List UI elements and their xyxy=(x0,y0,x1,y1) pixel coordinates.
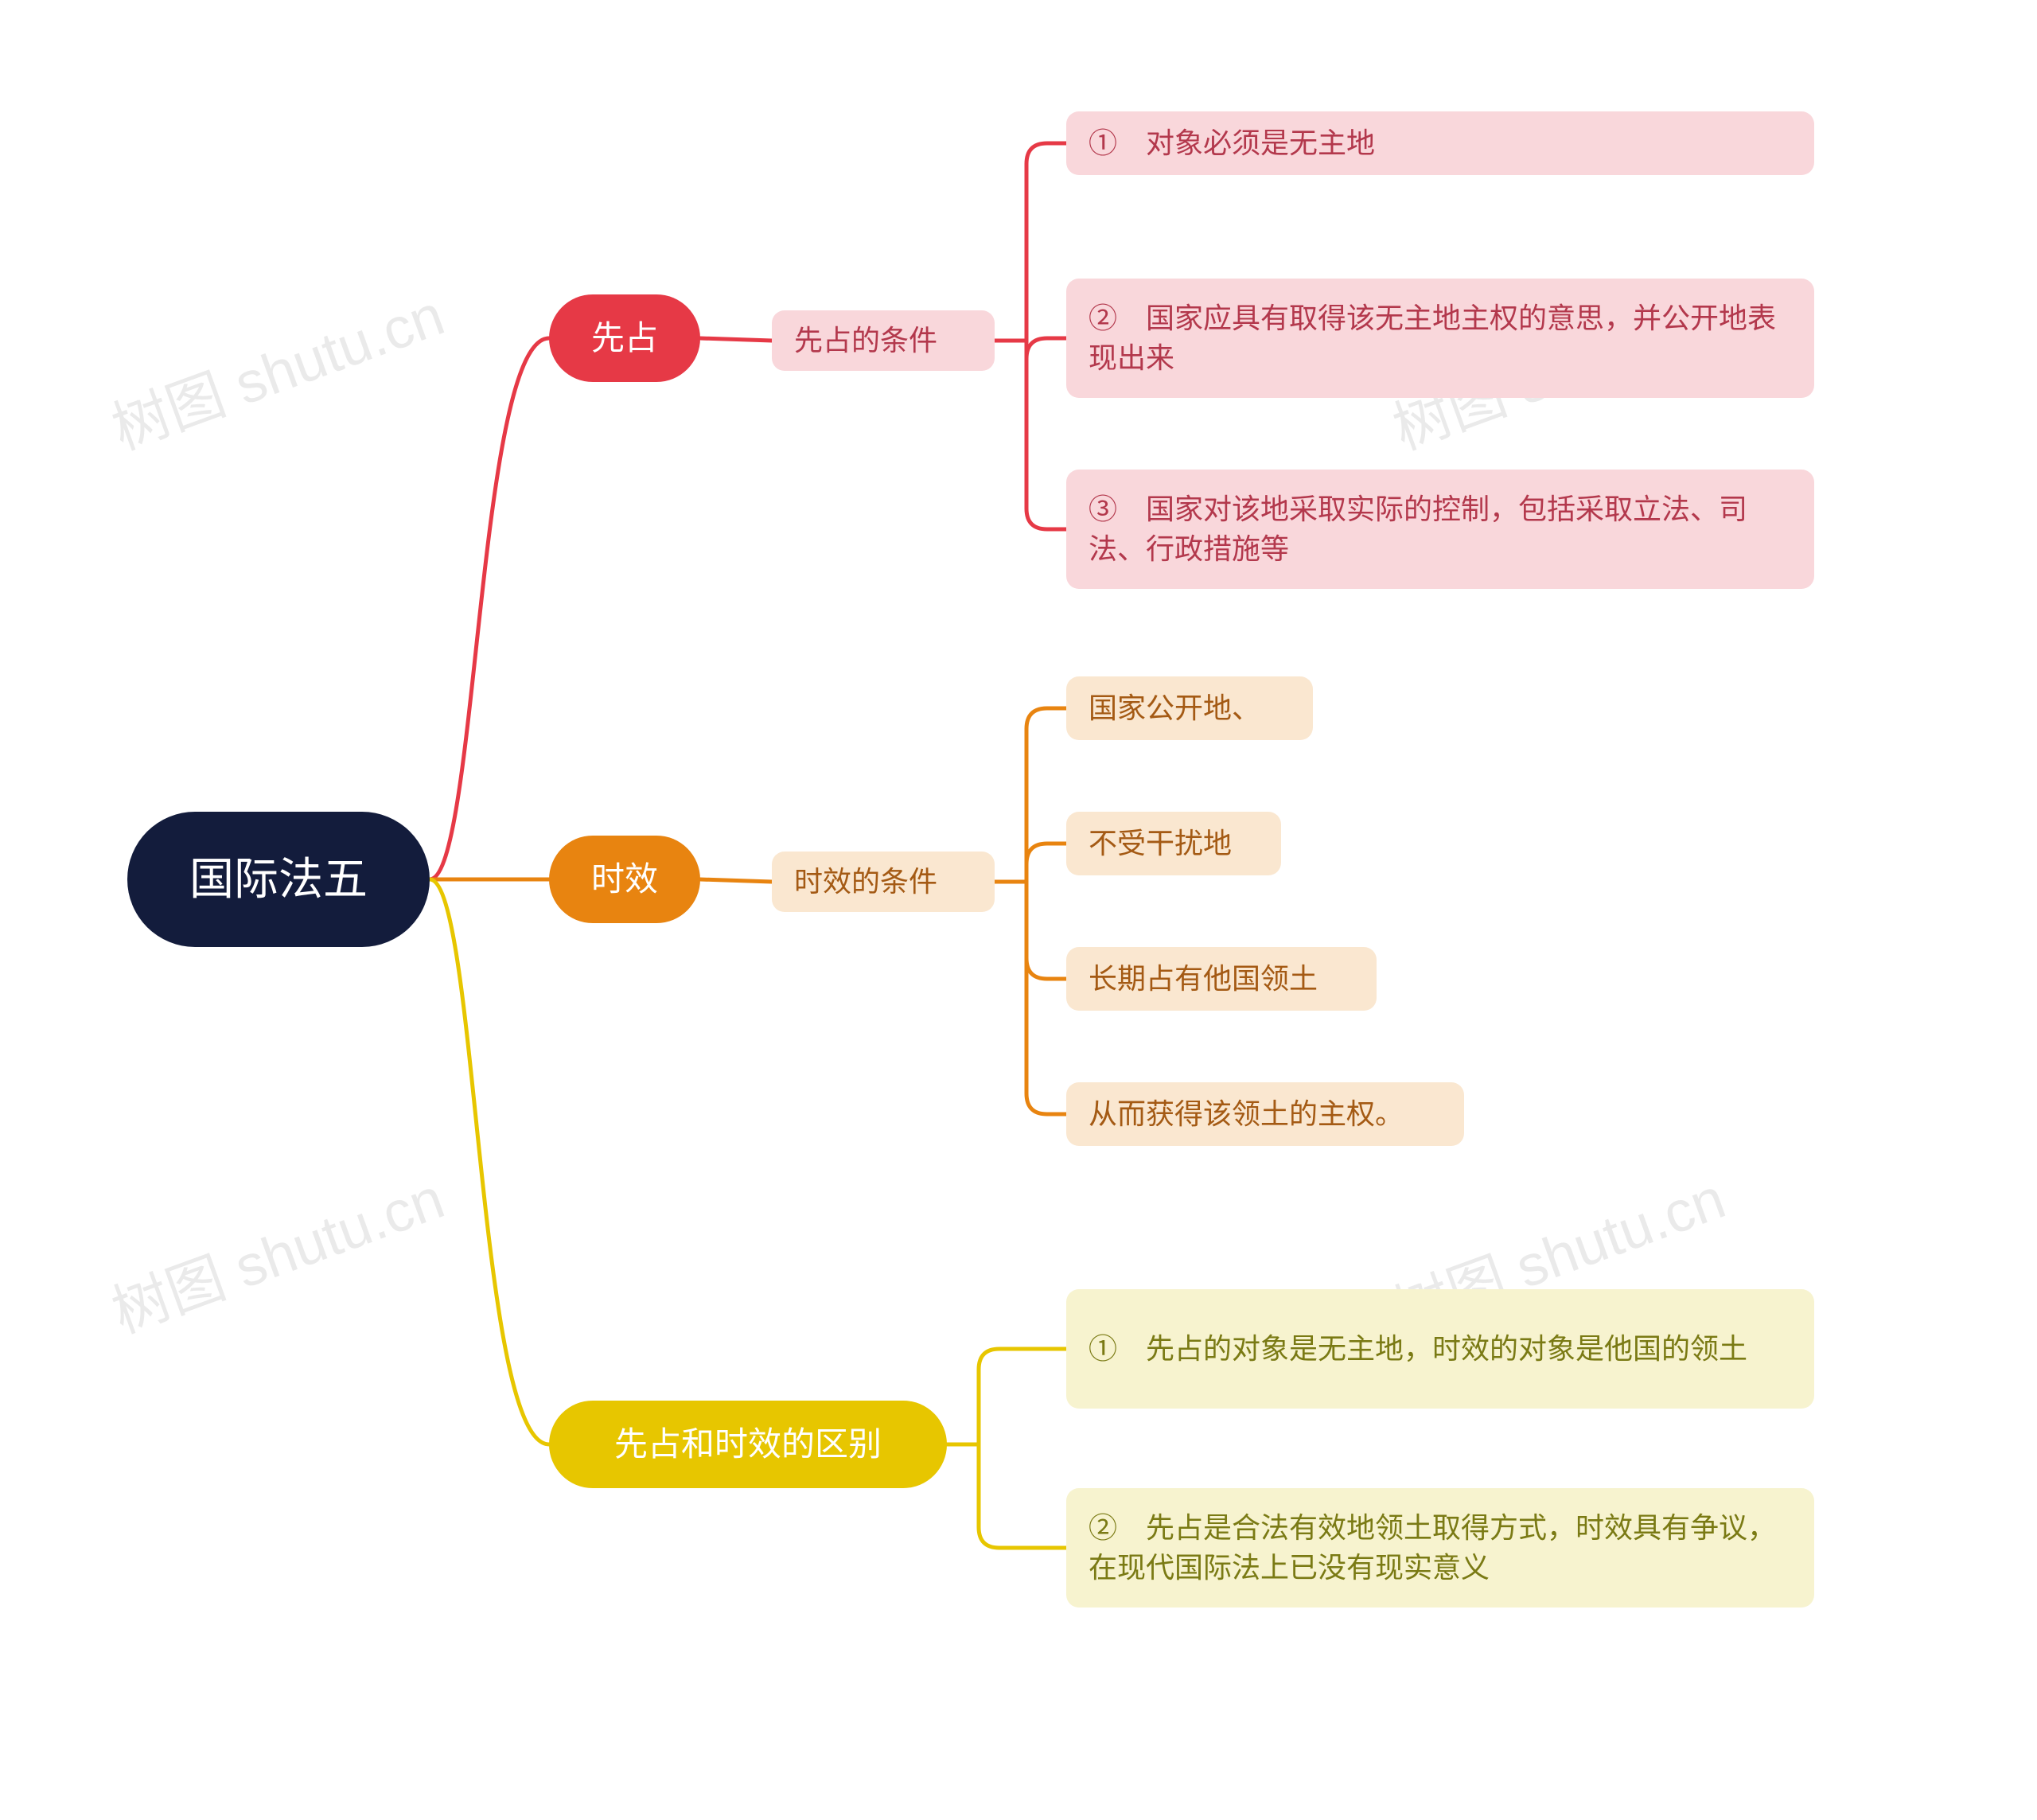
branch-label: 先占 xyxy=(591,315,658,362)
leaf-label: 不受干扰地 xyxy=(1089,824,1232,863)
branch-pill-shixiao[interactable]: 时效 xyxy=(549,836,700,923)
root-label: 国际法五 xyxy=(189,848,368,910)
leaf-node[interactable]: ② 国家应具有取得该无主地主权的意思，并公开地表现出来 xyxy=(1066,279,1814,398)
leaf-label: ② 国家应具有取得该无主地主权的意思，并公开地表现出来 xyxy=(1089,298,1792,379)
leaf-node[interactable]: ② 先占是合法有效地领土取得方式，时效具有争议，在现代国际法上已没有现实意义 xyxy=(1066,1488,1814,1608)
leaf-label: 国家公开地、 xyxy=(1089,688,1260,728)
leaf-node[interactable]: ① 先占的对象是无主地，时效的对象是他国的领土 xyxy=(1066,1289,1814,1409)
mid-label: 时效的条件 xyxy=(794,862,937,902)
watermark: 树图 shutu.cn xyxy=(99,268,454,466)
leaf-label: ① 对象必须是无主地 xyxy=(1089,123,1375,163)
leaf-label: ① 先占的对象是无主地，时效的对象是他国的领土 xyxy=(1089,1329,1747,1369)
leaf-node[interactable]: 国家公开地、 xyxy=(1066,676,1313,740)
mid-label: 先占的条件 xyxy=(794,321,937,360)
leaf-label: ③ 国家对该地采取实际的控制，包括采取立法、司法、行政措施等 xyxy=(1089,489,1792,570)
leaf-label: 长期占有他国领土 xyxy=(1089,959,1318,999)
mindmap-canvas: 树图 shutu.cn 树图 shutu.cn 树图 shutu.cn 树图 s… xyxy=(0,0,2037,1820)
leaf-node[interactable]: 从而获得该领土的主权。 xyxy=(1066,1082,1464,1146)
branch-pill-qubie[interactable]: 先占和时效的区别 xyxy=(549,1401,947,1488)
root-node[interactable]: 国际法五 xyxy=(127,812,430,947)
leaf-node[interactable]: ③ 国家对该地采取实际的控制，包括采取立法、司法、行政措施等 xyxy=(1066,470,1814,589)
branch-label: 先占和时效的区别 xyxy=(614,1421,882,1468)
branch-mid-shixiao-tiaojian[interactable]: 时效的条件 xyxy=(772,852,995,912)
leaf-node[interactable]: ① 对象必须是无主地 xyxy=(1066,111,1814,175)
leaf-node[interactable]: 不受干扰地 xyxy=(1066,812,1281,875)
leaf-label: ② 先占是合法有效地领土取得方式，时效具有争议，在现代国际法上已没有现实意义 xyxy=(1089,1508,1792,1588)
branch-mid-xianzhan-tiaojian[interactable]: 先占的条件 xyxy=(772,310,995,371)
branch-pill-xianzhan[interactable]: 先占 xyxy=(549,294,700,382)
branch-label: 时效 xyxy=(591,856,658,903)
leaf-node[interactable]: 长期占有他国领土 xyxy=(1066,947,1377,1011)
leaf-label: 从而获得该领土的主权。 xyxy=(1089,1094,1404,1134)
watermark: 树图 shutu.cn xyxy=(99,1152,454,1349)
